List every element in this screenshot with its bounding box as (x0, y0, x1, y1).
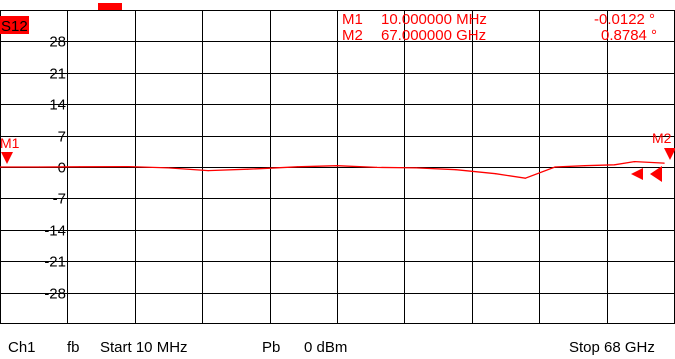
power-label[interactable]: Pb (262, 339, 281, 356)
trace-point (247, 168, 249, 170)
marker-m2-arrow (650, 166, 662, 182)
trace-point (376, 166, 378, 168)
y-tick-label: 21 (49, 66, 66, 83)
y-tick-label: -14 (44, 223, 66, 240)
trace-point (39, 166, 41, 168)
marker-m1[interactable]: M1 (0, 135, 20, 164)
status-footer: Ch1 fb Start 10 MHz Pb 0 dBm Stop 68 GHz (0, 326, 675, 359)
title-bar (0, 0, 675, 13)
trace-point (167, 167, 169, 169)
marker-2-name: M2 (342, 27, 363, 44)
trace-point (415, 167, 417, 169)
trace-point (633, 161, 635, 163)
trace-point (455, 169, 457, 171)
horizontal-grid (0, 10, 675, 324)
trace-points (0, 161, 665, 179)
trace-label-box[interactable] (0, 16, 29, 34)
marker-m2-triangle (664, 148, 675, 160)
trace-point (584, 165, 586, 167)
marker-1-frequency: 10.000000 MHz (381, 11, 487, 28)
marker-1-name: M1 (342, 11, 363, 28)
y-tick-label: -28 (44, 286, 66, 303)
y-tick-label: -21 (44, 254, 66, 271)
trace-point (663, 162, 665, 164)
trace-point (267, 167, 269, 169)
y-tick-label: 0 (58, 160, 66, 177)
trace-chart[interactable]: 28 21 14 7 0 -7 -14 -21 -28 S12 M1 10.000000 MHz… (0, 10, 675, 324)
s12-trace-line (0, 160, 665, 179)
trace-point (78, 166, 80, 168)
trace-label: S12 (1, 18, 28, 35)
mode-label[interactable]: fb (67, 339, 80, 356)
trace-point (613, 164, 616, 166)
marker-1-value: -0.0122 ° (594, 11, 655, 28)
marker-2-frequency: 67.000000 GHz (381, 27, 486, 44)
channel-label[interactable]: Ch1 (8, 339, 36, 356)
marker-info: M1 10.000000 MHz -0.0122 ° M2 67.000000 … (342, 11, 657, 44)
diagram-area[interactable]: 28 21 14 7 0 -7 -14 -21 -28 S12 M1 10.000000 MHz… (0, 10, 675, 324)
marker-m2-label: M2 (652, 130, 672, 146)
stop-frequency[interactable]: Stop 68 GHz (569, 339, 655, 356)
power-value[interactable]: 0 dBm (304, 339, 348, 356)
trace-point (554, 166, 556, 168)
trace-point (336, 165, 338, 167)
trace-point (0, 166, 1, 168)
marker-2-value: 0.8784 ° (601, 27, 657, 44)
marker-m2-arrow-2 (631, 168, 643, 180)
trace-point (524, 177, 526, 179)
trace-point (128, 166, 130, 168)
title-bar-graphic (0, 3, 675, 13)
y-tick-label: 28 (49, 34, 66, 51)
trace-point (296, 166, 298, 168)
y-axis-labels: 28 21 14 7 0 -7 -14 -21 -28 (44, 34, 66, 303)
trace-indicator (98, 3, 122, 13)
marker-m1-label: M1 (0, 135, 20, 151)
trace-point (207, 170, 209, 172)
marker-m2[interactable]: M2 (631, 130, 675, 182)
marker-m1-triangle (1, 152, 13, 164)
trace-point (495, 173, 497, 175)
start-frequency[interactable]: Start 10 MHz (100, 339, 188, 356)
y-tick-label: 14 (49, 97, 66, 114)
y-tick-label: -7 (53, 191, 66, 208)
y-tick-label: 7 (58, 129, 66, 146)
